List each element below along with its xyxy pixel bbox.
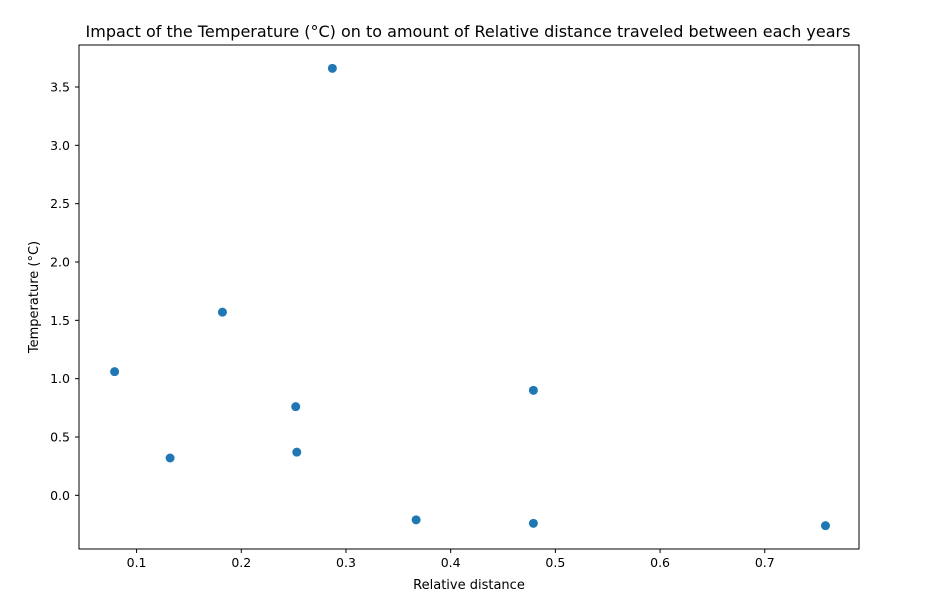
data-point bbox=[110, 367, 120, 377]
x-tick-label: 0.2 bbox=[231, 555, 251, 570]
data-point bbox=[291, 402, 301, 412]
plot-frame bbox=[78, 44, 860, 550]
data-point bbox=[292, 447, 302, 457]
y-tick-label: 1.5 bbox=[50, 313, 70, 328]
x-tick-label: 0.7 bbox=[755, 555, 775, 570]
data-point bbox=[411, 515, 421, 525]
y-tick-label: 3.0 bbox=[50, 138, 70, 153]
x-tick-label: 0.5 bbox=[545, 555, 565, 570]
data-point bbox=[165, 453, 175, 463]
x-tick-label: 0.1 bbox=[127, 555, 147, 570]
y-tick-label: 2.5 bbox=[50, 196, 70, 211]
data-point bbox=[528, 385, 538, 395]
x-axis-label: Relative distance bbox=[413, 578, 525, 593]
chart-title: Impact of the Temperature (°C) on to amo… bbox=[86, 22, 851, 41]
x-tick-label: 0.4 bbox=[441, 555, 461, 570]
data-point bbox=[327, 63, 337, 73]
data-point bbox=[820, 521, 830, 531]
axis-ticks: 0.1 0.2 0.3 0.4 0.5 0.6 0.7 0.0 0.5 1.0 1.5 2.0 2.5 3… bbox=[50, 80, 775, 571]
data-points bbox=[110, 63, 830, 531]
data-point bbox=[217, 307, 227, 317]
y-tick-label: 0.0 bbox=[50, 488, 70, 503]
x-tick-label: 0.6 bbox=[650, 555, 670, 570]
y-tick-label: 3.5 bbox=[50, 80, 70, 95]
y-axis-label: Temperature (°C) bbox=[27, 241, 42, 354]
y-tick-label: 0.5 bbox=[50, 430, 70, 445]
data-point bbox=[528, 518, 538, 528]
y-tick-label: 1.0 bbox=[50, 371, 70, 386]
x-tick-label: 0.3 bbox=[336, 555, 356, 570]
y-tick-label: 2.0 bbox=[50, 255, 70, 270]
